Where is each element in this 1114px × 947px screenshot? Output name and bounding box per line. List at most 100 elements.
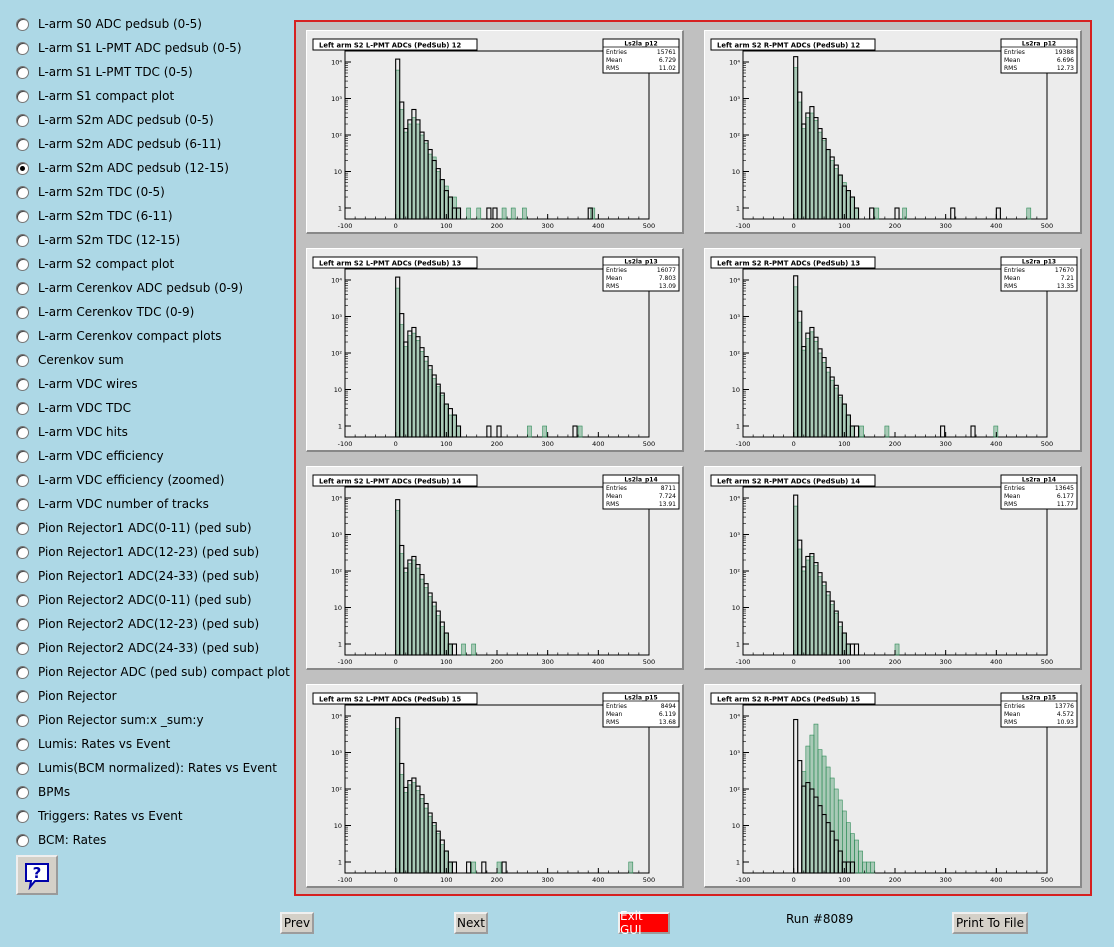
radio-button[interactable] (16, 17, 29, 31)
histogram-option[interactable]: L-arm S0 ADC pedsub (0-5) (16, 12, 286, 36)
radio-button[interactable] (16, 41, 29, 55)
x-tick-label: 100 (838, 658, 850, 666)
radio-button[interactable] (16, 89, 29, 103)
y-tick-label: 10² (729, 568, 740, 576)
fill-bin (842, 182, 847, 220)
radio-button[interactable] (16, 377, 29, 391)
histogram-option[interactable]: L-arm S2m TDC (0-5) (16, 180, 286, 204)
histogram-option[interactable]: Pion Rejector (16, 684, 286, 708)
radio-button[interactable] (16, 65, 29, 79)
option-label: Pion Rejector2 ADC(12-23) (ped sub) (38, 617, 260, 631)
histogram-option[interactable]: Pion Rejector2 ADC(0-11) (ped sub) (16, 588, 286, 612)
radio-button[interactable] (16, 761, 29, 775)
histogram-option[interactable]: L-arm Cerenkov TDC (0-9) (16, 300, 286, 324)
histogram-option[interactable]: Pion Rejector sum:x _sum:y (16, 708, 286, 732)
x-tick-label: 400 (592, 440, 604, 448)
option-label: Triggers: Rates vs Event (38, 809, 183, 823)
radio-button[interactable] (16, 353, 29, 367)
radio-button[interactable] (16, 617, 29, 631)
radio-button[interactable] (16, 785, 29, 799)
histogram-option[interactable]: L-arm S1 compact plot (16, 84, 286, 108)
fill-bin (854, 207, 859, 220)
radio-button[interactable] (16, 593, 29, 607)
histogram-option[interactable]: Pion Rejector1 ADC(12-23) (ped sub) (16, 540, 286, 564)
histogram-option[interactable]: L-arm S1 L-PMT TDC (0-5) (16, 60, 286, 84)
radio-button[interactable] (16, 161, 29, 175)
histogram-option[interactable]: Pion Rejector1 ADC(24-33) (ped sub) (16, 564, 286, 588)
stats-name: Ls2la_p13 (624, 259, 657, 266)
histogram-pad: -100 0 100 200 300 400 500 1 10 10² 10³ 10⁴ Left arm… (306, 30, 684, 234)
radio-button[interactable] (16, 497, 29, 511)
radio-button[interactable] (16, 809, 29, 823)
radio-button[interactable] (16, 473, 29, 487)
radio-button[interactable] (16, 137, 29, 151)
histogram-option[interactable]: Pion Rejector1 ADC(0-11) (ped sub) (16, 516, 286, 540)
outline-bin (481, 861, 487, 874)
histogram-option[interactable]: L-arm Cerenkov compact plots (16, 324, 286, 348)
radio-button[interactable] (16, 401, 29, 415)
radio-button[interactable] (16, 569, 29, 583)
histogram-option[interactable]: Pion Rejector ADC (ped sub) compact plot (16, 660, 290, 684)
radio-button[interactable] (16, 737, 29, 751)
radio-button[interactable] (16, 113, 29, 127)
histogram-title: Left arm S2 L-PMT ADCs (PedSub) 13 (319, 260, 461, 268)
stats-key: Entries (1004, 267, 1025, 274)
histogram-option[interactable]: L-arm VDC wires (16, 372, 286, 396)
radio-button[interactable] (16, 233, 29, 247)
histogram-option[interactable]: L-arm S2m ADC pedsub (0-5) (16, 108, 286, 132)
radio-button[interactable] (16, 329, 29, 343)
histogram-option[interactable]: Pion Rejector2 ADC(24-33) (ped sub) (16, 636, 286, 660)
histogram-option[interactable]: L-arm VDC efficiency (zoomed) (16, 468, 286, 492)
radio-button[interactable] (16, 281, 29, 295)
y-tick-label: 10² (729, 786, 740, 794)
radio-button[interactable] (16, 305, 29, 319)
radio-button[interactable] (16, 689, 29, 703)
histogram-option[interactable]: L-arm S2m TDC (6-11) (16, 204, 286, 228)
histogram-option[interactable]: L-arm S2m ADC pedsub (12-15) (16, 156, 286, 180)
histogram-option[interactable]: L-arm S1 L-PMT ADC pedsub (0-5) (16, 36, 286, 60)
fill-bin (825, 149, 831, 220)
exit-gui-button[interactable]: Exit GUI (618, 909, 670, 937)
radio-button[interactable] (16, 521, 29, 535)
next-button[interactable]: Next (454, 912, 488, 934)
help-button[interactable]: ? (16, 855, 58, 895)
histogram-option[interactable]: L-arm VDC TDC (16, 396, 286, 420)
histogram-option[interactable]: BCM: Rates (16, 828, 286, 852)
radio-button[interactable] (16, 641, 29, 655)
radio-button[interactable] (16, 425, 29, 439)
fill-bin (801, 771, 807, 874)
radio-button[interactable] (16, 713, 29, 727)
radio-button[interactable] (16, 257, 29, 271)
histogram-option[interactable]: L-arm VDC efficiency (16, 444, 286, 468)
fill-bin (399, 774, 405, 874)
radio-button[interactable] (16, 449, 29, 463)
option-label: L-arm S2m ADC pedsub (12-15) (38, 161, 229, 175)
histogram-option[interactable]: Cerenkov sum (16, 348, 286, 372)
prev-button[interactable]: Prev (280, 912, 314, 934)
radio-button[interactable] (16, 545, 29, 559)
radio-button[interactable] (16, 833, 29, 847)
histogram-option[interactable]: L-arm VDC number of tracks (16, 492, 286, 516)
histogram-option[interactable]: L-arm S2 compact plot (16, 252, 286, 276)
histogram-option[interactable]: L-arm S2m ADC pedsub (6-11) (16, 132, 286, 156)
histogram-option[interactable]: Lumis(BCM normalized): Rates vs Event (16, 756, 286, 780)
histogram-title: Left arm S2 R-PMT ADCs (PedSub) 15 (717, 696, 860, 704)
radio-button[interactable] (16, 185, 29, 199)
histogram-option[interactable]: Pion Rejector2 ADC(12-23) (ped sub) (16, 612, 286, 636)
radio-button[interactable] (16, 209, 29, 223)
histogram-option[interactable]: Lumis: Rates vs Event (16, 732, 286, 756)
histogram-option[interactable]: L-arm S2m TDC (12-15) (16, 228, 286, 252)
fill-bin (809, 556, 815, 656)
histogram-option[interactable]: BPMs (16, 780, 286, 804)
y-tick-label: 1 (736, 205, 740, 213)
histogram-option[interactable]: L-arm VDC hits (16, 420, 286, 444)
fill-bin (407, 123, 413, 220)
fill-bin (833, 168, 839, 220)
print-to-file-button[interactable]: Print To File (952, 912, 1028, 934)
histogram-option[interactable]: Triggers: Rates vs Event (16, 804, 286, 828)
plot-frame (344, 486, 650, 656)
y-tick-label: 10⁴ (729, 712, 740, 720)
histogram-option[interactable]: L-arm Cerenkov ADC pedsub (0-9) (16, 276, 286, 300)
fill-bin (466, 207, 471, 220)
radio-button[interactable] (16, 665, 29, 679)
